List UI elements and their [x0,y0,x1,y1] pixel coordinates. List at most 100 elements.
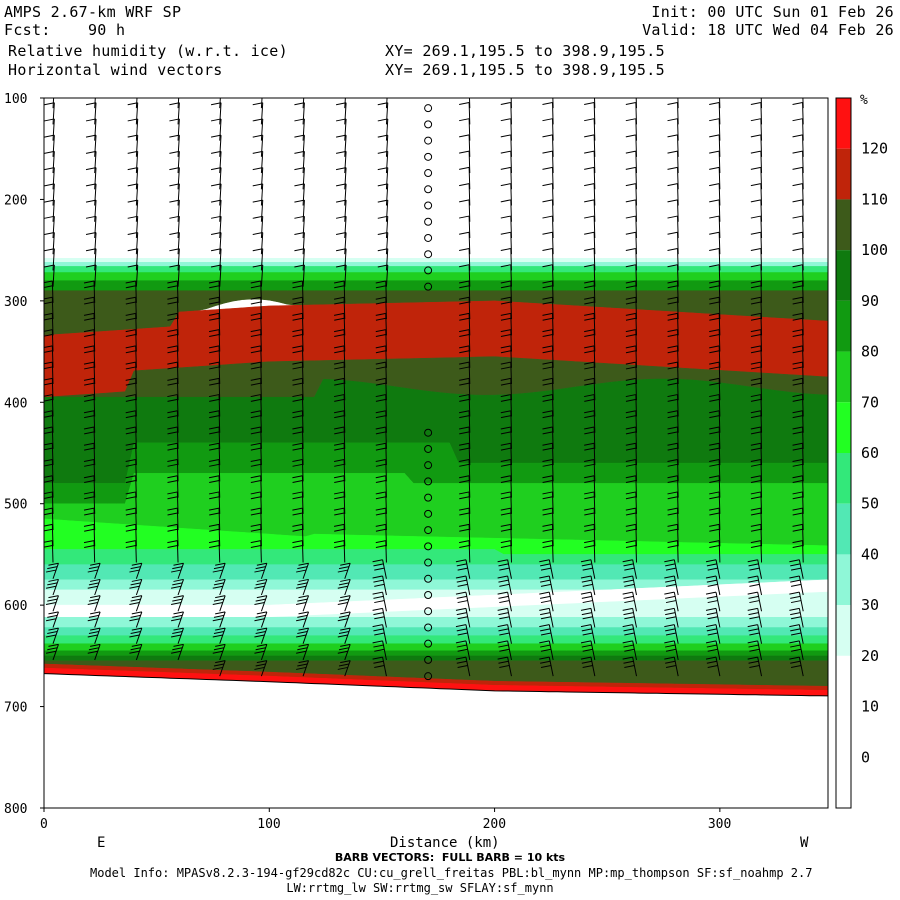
wind-barb-flag [500,523,511,527]
wind-barb-flag [459,301,470,305]
wind-barb-staff [302,200,305,222]
wind-barb-flag [542,544,553,548]
y-tick-label: 600 [4,599,27,614]
wind-barb-flag [542,333,553,337]
wind-barb-flag [338,631,350,635]
wind-barb-flag [127,264,138,268]
wind-barb-flag [374,583,385,587]
wind-barb-flag [208,280,220,284]
wind-barb-flag [83,312,95,316]
wind-barb-flag [83,458,95,462]
wind-barb-flag [709,431,720,435]
wind-barb-staff [385,540,387,563]
wind-barb-flag [584,296,595,300]
y-tick-label: 400 [4,396,27,411]
wind-barb-flag [500,394,511,398]
wind-barb-flag [333,442,345,446]
wind-barb-staff [673,592,679,612]
calm-wind-circle [424,136,433,145]
wind-barb-staff [135,167,139,190]
wind-barb-flag [750,248,761,252]
wind-barb-flag [584,480,595,484]
wind-barb-flag [540,644,551,648]
wind-barb-flag [373,579,384,583]
wind-barb-flag [252,102,263,106]
wind-barb-flag [497,591,508,595]
wind-barb-flag [292,312,303,316]
wind-barb-flag [167,361,178,365]
wind-barb-flag [792,199,803,203]
wind-barb-flag [167,301,178,305]
wind-barb-flag [792,447,803,451]
colorbar-segment [836,402,851,453]
wind-barb-flag [624,664,635,668]
wind-barb-flag [500,329,511,333]
wind-barb-staff [715,575,721,596]
wind-barb-staff [344,595,351,612]
wind-barb-staff [302,98,305,109]
wind-barb-flag [375,447,387,451]
wind-barb-flag [125,442,136,446]
wind-barb-staff [52,98,55,109]
wind-barb-flag [709,544,720,548]
wind-barb-flag [709,280,720,284]
wind-barb-flag [792,345,803,349]
wind-barb-flag [252,183,263,187]
wind-barb-flag [127,167,138,171]
wind-barb-flag [750,463,762,467]
x-end-label-left: E [97,835,105,851]
wind-barb-flag [459,544,470,548]
wind-barb-flag [209,431,220,435]
wind-barb-flag [750,512,762,516]
wind-barb-flag [748,612,759,616]
wind-barb-flag [457,600,468,604]
wind-barb-staff [718,540,721,563]
wind-barb-flag [130,566,141,570]
wind-barb-staff [260,135,264,157]
wind-barb-flag [584,496,595,500]
wind-barb-flag [707,567,718,571]
wind-barb-flag [85,264,97,268]
wind-barb-staff [344,611,351,628]
wind-barb-staff [219,102,222,125]
wind-barb-flag [709,447,720,451]
wind-barb-staff [94,595,101,612]
wind-barb-staff [135,216,139,239]
wind-barb-flag [130,614,141,618]
wind-barb-flag [542,296,553,300]
wind-barb-staff [177,611,184,628]
calm-wind-circle [424,672,433,681]
wind-barb-flag [333,523,345,527]
wind-barb-staff [52,183,55,206]
wind-barb-flag [298,562,309,566]
wind-barb-staff [344,135,347,157]
wind-barb-flag [90,627,101,631]
wind-barb-flag [707,616,718,620]
wind-barb-flag [705,559,717,563]
wind-barb-flag [125,431,136,435]
wind-barb-flag [377,167,388,171]
wind-barb-flag [540,632,552,636]
wind-barb-flag [667,398,678,402]
x-tick-label: 200 [483,817,506,832]
field-label-rh: Relative humidity (w.r.t. ice) [8,42,288,60]
wind-barb-staff [548,608,554,628]
wind-barb-staff [507,640,512,661]
wind-barb-flag [665,563,676,567]
wind-barb-flag [667,442,678,446]
wind-barb-staff [385,98,388,109]
wind-barb-flag [500,480,512,484]
wind-barb-flag [459,512,470,516]
wind-barb-flag [125,528,136,532]
wind-barb-flag [374,632,385,636]
wind-barb-flag [582,583,593,587]
wind-barb-staff [385,183,389,206]
wind-barb-flag [500,199,511,203]
colorbar-segment [836,655,851,707]
wind-barb-staff [52,627,59,644]
wind-barb-flag [87,569,98,573]
wind-barb-flag [337,666,348,670]
wind-barb-flag [83,491,95,495]
wind-barb-flag [125,496,136,500]
wind-barb-flag [667,183,678,187]
